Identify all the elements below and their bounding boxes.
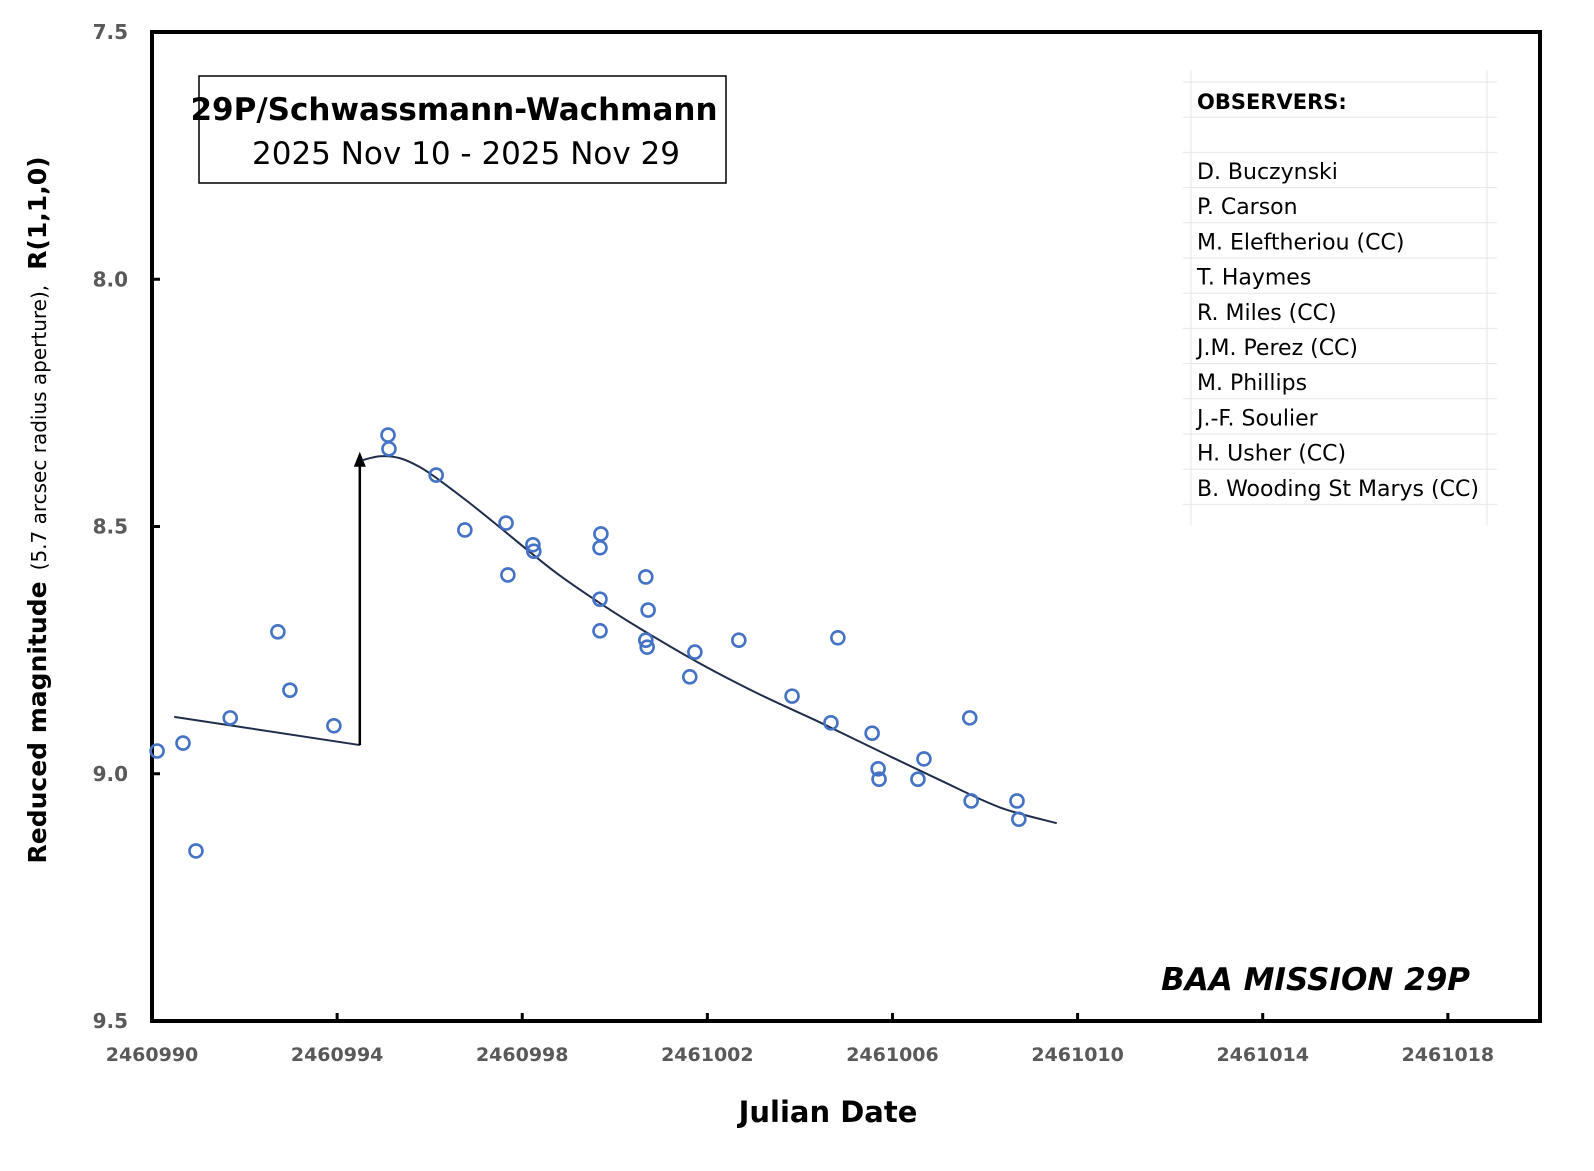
data-point: [638, 632, 654, 649]
data-point: [916, 751, 932, 767]
chart-subtitle: 2025 Nov 10 - 2025 Nov 29: [252, 136, 680, 172]
x-tick-label: 2461018: [1402, 1044, 1495, 1066]
data-point: [1009, 793, 1025, 809]
data-point: [1011, 811, 1027, 828]
data-point: [870, 761, 886, 777]
data-point: [640, 602, 656, 618]
data-point: [326, 717, 342, 734]
data-point: [282, 682, 298, 698]
data-point: [380, 427, 396, 443]
x-tick-label: 2461006: [846, 1044, 939, 1066]
data-point: [149, 743, 165, 759]
data-point: [270, 624, 286, 640]
chart-title: 29P/Schwassmann-Wachmann: [190, 92, 717, 128]
x-tick-label: 2461010: [1031, 1044, 1124, 1066]
data-point: [592, 623, 608, 639]
y-axis-label-main: Reduced magnitude: [23, 581, 52, 863]
y-axis-label-note: (5.7 arcsec radius aperture),: [27, 285, 51, 571]
data-point: [428, 467, 444, 483]
data-point: [175, 735, 191, 751]
post-outburst-fit-curve: [361, 455, 1058, 825]
annotation-baa-mission: BAA MISSION 29P: [1161, 962, 1470, 998]
legend-entry: D. Buczynski: [1197, 160, 1338, 185]
legend-entry: J.-F. Soulier: [1195, 406, 1319, 431]
legend-grid: [1183, 70, 1497, 525]
data-point: [681, 669, 698, 685]
x-axis-label: Julian Date: [737, 1095, 918, 1129]
data-point: [961, 710, 978, 726]
data-point: [500, 567, 516, 583]
data-point: [731, 632, 747, 649]
data-point: [381, 441, 397, 457]
x-tick-label: 2460990: [106, 1044, 199, 1066]
y-axis-label: Reduced magnitude (5.7 arcsec radius ape…: [23, 156, 52, 863]
data-point: [593, 526, 609, 542]
data-point: [639, 639, 655, 655]
y-tick-label: 9.0: [93, 762, 128, 786]
data-point: [871, 771, 887, 787]
data-point: [687, 644, 703, 660]
data-point: [498, 515, 514, 531]
x-tick-label: 2461002: [661, 1044, 754, 1066]
data-point: [457, 522, 473, 538]
legend-header: OBSERVERS:: [1197, 90, 1347, 114]
legend-entry: M. Phillips: [1197, 371, 1307, 396]
title-box: [198, 75, 727, 184]
legend-entry: T. Haymes: [1196, 266, 1311, 291]
data-point: [823, 715, 839, 731]
pre-outburst-trend-line: [174, 715, 360, 747]
data-point: [864, 725, 880, 742]
x-tick-label: 2460998: [476, 1044, 569, 1066]
data-point: [963, 793, 979, 809]
y-axis-label-suffix: R(1,1,0): [23, 156, 52, 269]
legend-entry: B. Wooding St Marys (CC): [1197, 477, 1479, 502]
legend-entry: R. Miles (CC): [1197, 301, 1337, 326]
x-tick-label: 2461014: [1216, 1044, 1309, 1066]
data-point: [910, 771, 926, 787]
y-tick-label: 8.5: [93, 515, 128, 539]
legend-entry: J.M. Perez (CC): [1195, 336, 1358, 361]
legend-entry: M. Eleftheriou (CC): [1197, 230, 1404, 255]
legend-entry: P. Carson: [1197, 195, 1298, 220]
data-point: [592, 539, 608, 556]
x-tick-label: 2460994: [291, 1044, 384, 1066]
y-tick-label: 8.0: [93, 267, 128, 291]
data-point: [592, 591, 608, 607]
data-point: [525, 536, 541, 553]
data-point: [638, 569, 654, 585]
outburst-arrow-head: [353, 451, 366, 467]
data-point: [784, 688, 800, 704]
y-tick-label: 9.5: [93, 1009, 128, 1033]
data-point: [222, 710, 239, 726]
legend-entry: H. Usher (CC): [1197, 442, 1346, 467]
data-point: [830, 629, 846, 646]
y-tick-label: 7.5: [93, 20, 128, 44]
data-point: [188, 843, 204, 859]
data-point: [526, 543, 542, 560]
